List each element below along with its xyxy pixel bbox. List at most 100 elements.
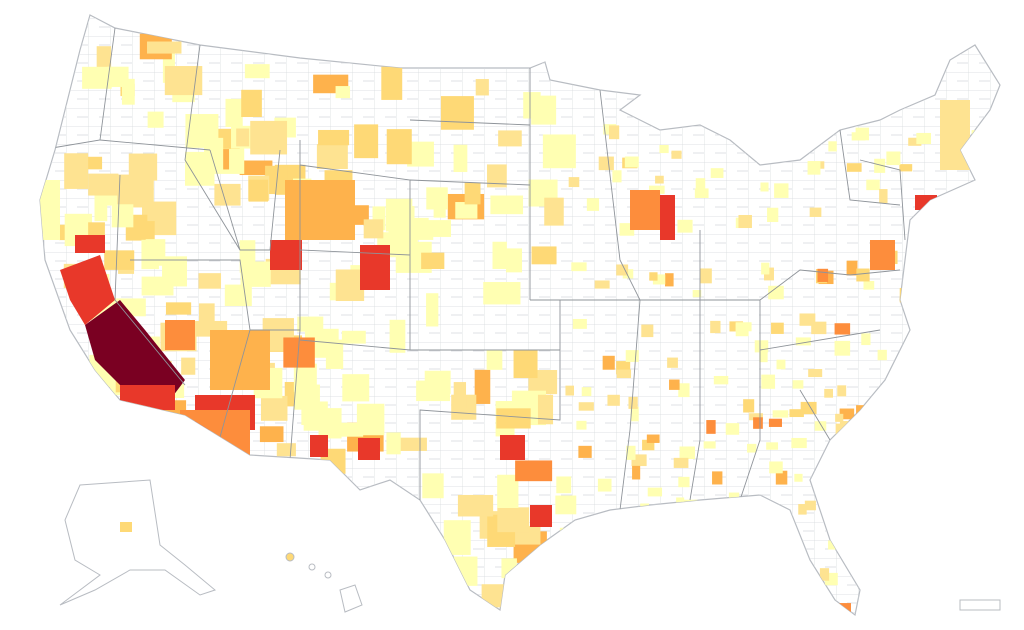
county-fill [971, 130, 984, 140]
county-fill [671, 150, 682, 159]
county-fill [808, 369, 823, 378]
county-fill [578, 402, 594, 411]
county-fill [649, 272, 658, 281]
county-fill [341, 330, 366, 344]
county-fill [542, 134, 576, 169]
county-fill [712, 471, 723, 485]
county-fill [753, 417, 763, 429]
county-fill [259, 426, 284, 443]
county-fill [743, 399, 755, 413]
county-fill [846, 163, 862, 172]
county-fill [385, 198, 413, 232]
county-fill [771, 322, 784, 334]
county-fill [626, 445, 636, 460]
county-fill [649, 185, 665, 194]
county-fill [772, 410, 789, 418]
county-fill [335, 269, 365, 302]
county-fill [861, 333, 871, 346]
county-fill [210, 330, 270, 390]
county-fill [111, 204, 134, 228]
county-fill [809, 207, 822, 217]
county-fill [695, 178, 706, 192]
county-fill [483, 282, 521, 305]
county-fill [846, 260, 858, 276]
county-fill [531, 95, 557, 125]
county-fill [630, 190, 660, 230]
county-fill [576, 420, 587, 430]
county-fill [165, 320, 195, 350]
county-fill [794, 473, 803, 482]
county-fill [360, 245, 390, 290]
county-fill [85, 156, 103, 170]
county-fill [646, 434, 660, 443]
county-fill [421, 252, 445, 270]
county-fill [500, 435, 525, 460]
county-fill [766, 442, 779, 450]
county-fill [759, 350, 768, 363]
county-fill [798, 504, 807, 515]
county-fill [75, 235, 105, 253]
county-fill [474, 369, 491, 404]
county-fill [224, 284, 252, 307]
county-fill [915, 195, 937, 210]
island [285, 552, 295, 562]
county-fill [565, 385, 574, 396]
county-fill [498, 130, 522, 147]
county-fill [647, 487, 663, 497]
county-fill [814, 421, 827, 431]
county-fill [381, 66, 403, 100]
county-fill [386, 432, 401, 455]
county-fill [632, 465, 641, 480]
county-fill [342, 374, 370, 402]
county-fill [389, 319, 406, 353]
county-fill [96, 46, 112, 74]
county-fill [819, 568, 830, 581]
county-fill [747, 443, 757, 453]
county-fill [768, 285, 784, 300]
county-fill [877, 349, 887, 361]
county-fill [678, 383, 690, 398]
county-fill [497, 507, 530, 533]
county-fill [147, 41, 182, 54]
county-fill [625, 350, 639, 362]
county-fill [440, 96, 474, 130]
county-fill [728, 492, 740, 505]
county-fill [145, 239, 166, 266]
county-fill [706, 420, 716, 434]
county-fill [667, 357, 678, 368]
county-fill [325, 408, 342, 439]
county-fill [236, 128, 250, 147]
county-fill [598, 156, 614, 171]
state-borders [40, 27, 906, 511]
county-fill [791, 437, 807, 449]
puerto-rico [959, 599, 1001, 611]
county-fill [694, 188, 709, 198]
county-fill [426, 293, 439, 327]
county-fill [677, 219, 693, 233]
county-fill [198, 273, 222, 289]
county-fill [294, 384, 320, 410]
county-fill [239, 160, 273, 176]
county-fill [181, 357, 196, 375]
county-fill [767, 207, 779, 223]
county-fill [856, 268, 870, 282]
county-fill [863, 280, 875, 290]
county-fill [631, 454, 647, 467]
county-fill [660, 195, 675, 240]
county-fill [335, 86, 351, 99]
county-fill [824, 388, 834, 398]
county-fill [676, 497, 685, 511]
county-fill [607, 394, 620, 406]
county-fill [358, 438, 380, 460]
county-fill [316, 144, 348, 170]
county-fill [426, 187, 448, 210]
county-fill [104, 250, 135, 270]
county-fill [597, 478, 612, 492]
county-fill [664, 273, 674, 287]
county-fill [64, 153, 89, 189]
island [339, 584, 363, 613]
county-fill [214, 183, 241, 206]
county-fill [624, 156, 639, 168]
